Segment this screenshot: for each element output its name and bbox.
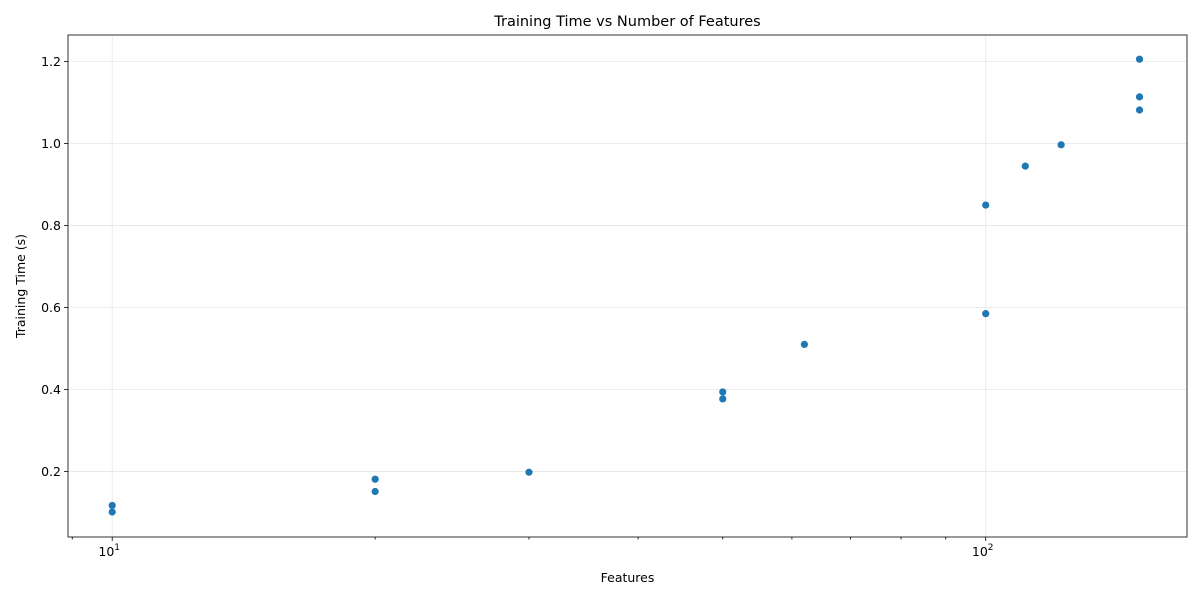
data-point xyxy=(108,501,116,510)
data-point xyxy=(1057,141,1065,149)
plot-frame xyxy=(67,34,1188,538)
grid-layer xyxy=(68,35,1187,537)
x-tick-label: 101 xyxy=(98,543,120,559)
x-tick-label: 102 xyxy=(972,543,994,559)
points-layer xyxy=(108,55,1144,516)
data-point xyxy=(719,395,727,403)
data-point xyxy=(1135,93,1144,101)
x-axis-label: Features xyxy=(601,570,655,585)
y-tick-label: 0.4 xyxy=(41,382,61,397)
x-tick-exponent: 1 xyxy=(114,543,120,553)
y-tick-label: 0.6 xyxy=(41,300,61,315)
data-point xyxy=(982,201,990,209)
data-point xyxy=(371,475,379,483)
x-tick-base: 10 xyxy=(972,544,988,559)
data-point xyxy=(108,508,116,516)
data-point xyxy=(1135,106,1144,114)
data-point xyxy=(525,468,533,476)
y-tick-label: 1.0 xyxy=(41,136,61,151)
data-point xyxy=(1135,55,1144,63)
chart-title: Training Time vs Number of Features xyxy=(493,14,760,30)
data-point xyxy=(1021,162,1029,170)
data-point xyxy=(982,310,990,318)
data-point xyxy=(719,388,727,396)
x-tick-exponent: 2 xyxy=(988,543,994,553)
y-tick-label: 0.2 xyxy=(41,464,61,479)
x-tick-base: 10 xyxy=(98,544,114,559)
y-axis-label: Training Time (s) xyxy=(13,234,28,339)
data-point xyxy=(800,340,808,348)
y-tick-label: 1.2 xyxy=(41,54,61,69)
data-point xyxy=(371,487,379,496)
y-tick-label: 0.8 xyxy=(41,218,61,233)
